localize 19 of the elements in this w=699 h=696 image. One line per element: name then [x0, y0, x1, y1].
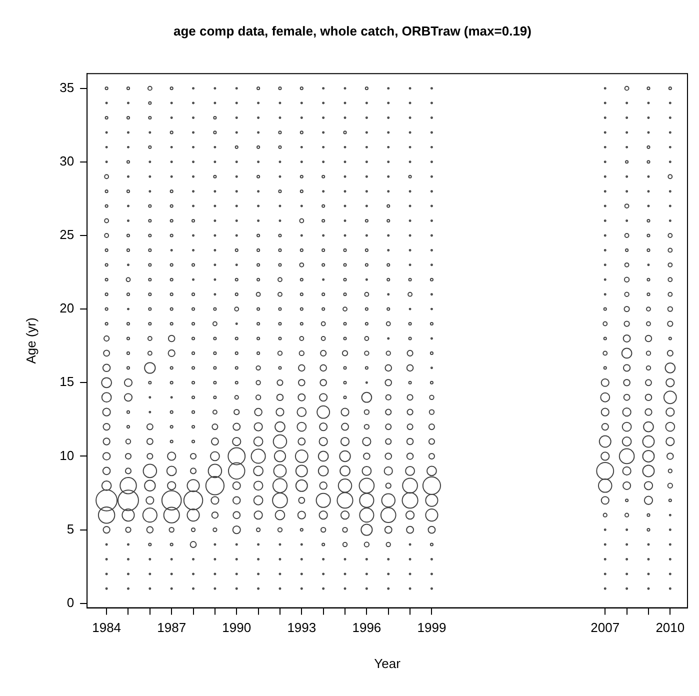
x-axis-title: Year	[374, 656, 402, 671]
y-tick-label: 5	[66, 521, 74, 536]
y-tick-label: 20	[60, 300, 74, 316]
chart-title: age comp data, female, whole catch, ORBTraw (max=0.19)	[174, 23, 532, 38]
y-tick-label: 35	[60, 80, 74, 95]
y-tick-label: 15	[60, 374, 74, 390]
x-tick-label: 1984	[92, 620, 122, 636]
y-tick-label: 30	[60, 153, 74, 168]
y-tick-label: 0	[66, 594, 74, 610]
x-tick-label: 2010	[656, 620, 685, 636]
x-tick-label: 2007	[590, 620, 620, 636]
y-tick-label: 10	[60, 448, 74, 463]
x-tick-label: 1993	[287, 620, 316, 636]
y-tick-label: 25	[60, 227, 74, 242]
x-tick-label: 1996	[352, 620, 382, 636]
x-tick-label: 1987	[157, 620, 186, 636]
x-tick-label: 1990	[222, 620, 252, 636]
y-axis-title: Age (yr)	[23, 318, 38, 364]
x-tick-label: 1999	[417, 620, 446, 636]
